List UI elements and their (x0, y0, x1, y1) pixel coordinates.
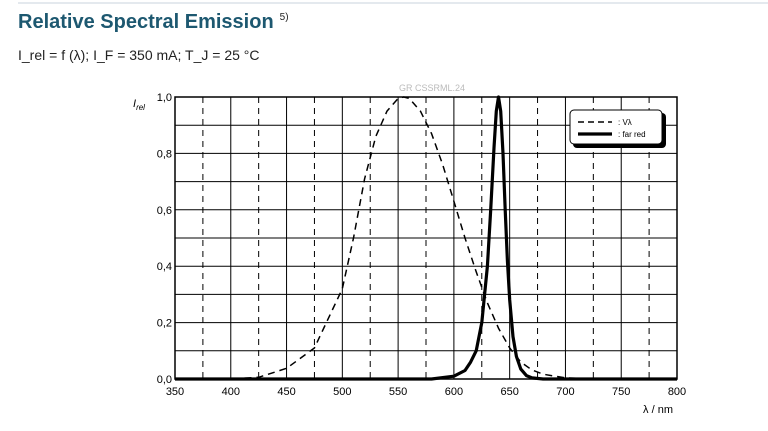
y-tick-label: 1,0 (157, 92, 172, 104)
y-tick-label: 0,2 (157, 318, 172, 330)
y-axis-label: Irel (133, 98, 145, 112)
y-tick-label: 0,4 (157, 261, 172, 273)
x-tick-label: 800 (668, 386, 686, 398)
x-tick-label: 400 (222, 386, 240, 398)
legend-label: : Vλ (618, 118, 632, 127)
legend-label: : far red (618, 130, 646, 139)
y-tick-label: 0,6 (157, 205, 172, 217)
x-tick-label: 500 (333, 386, 351, 398)
watermark: GR CSSRML.24 (399, 83, 465, 93)
top-divider (18, 2, 768, 4)
x-tick-label: 450 (277, 386, 295, 398)
x-tick-label: 600 (445, 386, 463, 398)
legend-box (569, 109, 663, 145)
x-tick-label: 550 (389, 386, 407, 398)
page-title: Relative Spectral Emission 5) (18, 11, 289, 33)
x-tick-label: 700 (556, 386, 574, 398)
subtitle: I_rel = f (λ); I_F = 350 mA; T_J = 25 °C (18, 47, 260, 63)
series-line-v-lambda (208, 96, 678, 380)
y-tick-label: 0,0 (157, 374, 172, 386)
x-tick-label: 750 (612, 386, 630, 398)
x-axis-label: λ / nm (643, 404, 673, 416)
y-tick-label: 0,8 (157, 148, 172, 160)
footnote-ref: 5) (279, 12, 289, 23)
x-tick-label: 350 (166, 386, 184, 398)
x-tick-label: 650 (500, 386, 518, 398)
series-line-far-red (175, 95, 677, 381)
